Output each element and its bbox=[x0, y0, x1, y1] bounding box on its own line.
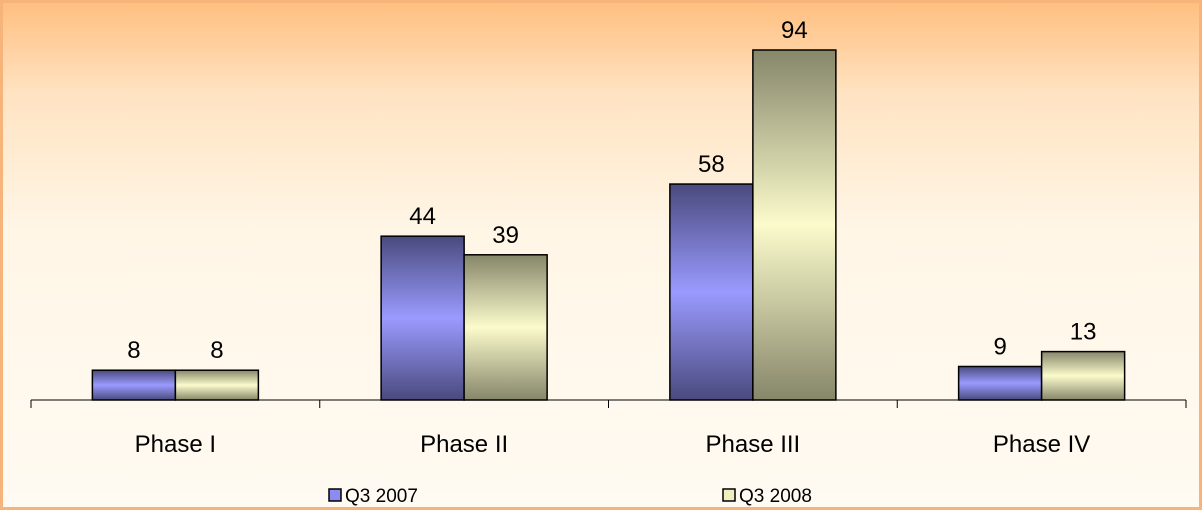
category-label: Phase I bbox=[135, 431, 216, 458]
data-label: 8 bbox=[127, 337, 140, 364]
data-label: 39 bbox=[492, 222, 519, 249]
legend-swatch-q3-2008 bbox=[722, 488, 736, 502]
data-label: 44 bbox=[409, 203, 436, 230]
bars-layer bbox=[91, 49, 1126, 401]
category-label: Phase II bbox=[420, 431, 508, 458]
legend: Q3 2007 Q3 2008 bbox=[328, 486, 812, 507]
data-label: 94 bbox=[781, 17, 808, 44]
bar-q3-2007-2 bbox=[380, 235, 465, 401]
legend-label-q3-2007: Q3 2007 bbox=[345, 486, 418, 507]
data-label: 9 bbox=[993, 333, 1006, 360]
bar-q3-2007-4 bbox=[957, 365, 1043, 401]
bar-q3-2007-1 bbox=[91, 369, 177, 401]
bar-q3-2008-4 bbox=[1040, 350, 1126, 401]
data-label: 13 bbox=[1070, 319, 1097, 346]
bar-q3-2008-3 bbox=[752, 49, 837, 401]
bar-q3-2007-3 bbox=[669, 183, 754, 401]
data-label: 58 bbox=[698, 151, 725, 178]
category-label: Phase III bbox=[706, 431, 801, 458]
x-axis bbox=[30, 399, 1187, 408]
data-label: 8 bbox=[210, 337, 223, 364]
bar-q3-2008-2 bbox=[463, 254, 548, 401]
legend-swatch-q3-2007 bbox=[328, 488, 342, 502]
bar-q3-2008-1 bbox=[174, 369, 260, 401]
category-labels: Phase I Phase II Phase III Phase IV bbox=[135, 431, 1091, 458]
category-label: Phase IV bbox=[993, 431, 1090, 458]
data-labels: 8 8 44 39 58 94 9 13 bbox=[127, 17, 1096, 364]
legend-label-q3-2008: Q3 2008 bbox=[739, 486, 812, 507]
